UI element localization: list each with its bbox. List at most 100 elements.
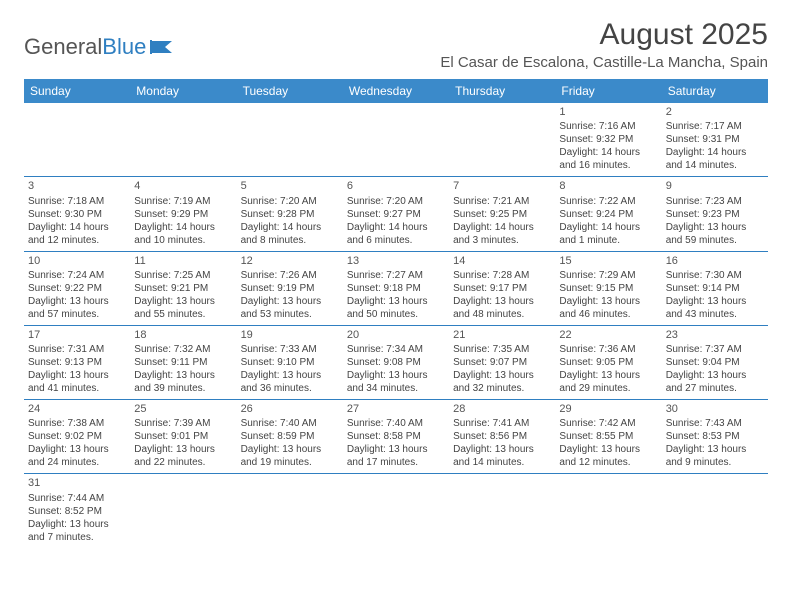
day-cell: 24Sunrise: 7:38 AMSunset: 9:02 PMDayligh… xyxy=(24,400,130,474)
weekday-row: SundayMondayTuesdayWednesdayThursdayFrid… xyxy=(24,79,768,103)
daylight-text: Daylight: 13 hours and 57 minutes. xyxy=(28,295,126,321)
sunset-text: Sunset: 9:04 PM xyxy=(666,356,764,369)
sunset-text: Sunset: 8:53 PM xyxy=(666,430,764,443)
sunset-text: Sunset: 9:19 PM xyxy=(241,282,339,295)
daylight-text: Daylight: 13 hours and 50 minutes. xyxy=(347,295,445,321)
calendar-row: 3Sunrise: 7:18 AMSunset: 9:30 PMDaylight… xyxy=(24,177,768,251)
sunrise-text: Sunrise: 7:30 AM xyxy=(666,269,764,282)
day-cell: 14Sunrise: 7:28 AMSunset: 9:17 PMDayligh… xyxy=(449,251,555,325)
sunset-text: Sunset: 9:07 PM xyxy=(453,356,551,369)
sunrise-text: Sunrise: 7:19 AM xyxy=(134,195,232,208)
day-cell: 29Sunrise: 7:42 AMSunset: 8:55 PMDayligh… xyxy=(555,400,661,474)
day-number: 14 xyxy=(453,254,551,268)
daylight-text: Daylight: 13 hours and 46 minutes. xyxy=(559,295,657,321)
weekday-header: Monday xyxy=(130,79,236,103)
sunrise-text: Sunrise: 7:32 AM xyxy=(134,343,232,356)
sunrise-text: Sunrise: 7:22 AM xyxy=(559,195,657,208)
sunrise-text: Sunrise: 7:26 AM xyxy=(241,269,339,282)
day-number: 4 xyxy=(134,179,232,193)
sunrise-text: Sunrise: 7:36 AM xyxy=(559,343,657,356)
daylight-text: Daylight: 13 hours and 48 minutes. xyxy=(453,295,551,321)
daylight-text: Daylight: 14 hours and 6 minutes. xyxy=(347,221,445,247)
day-cell: 6 Sunrise: 7:20 AMSunset: 9:27 PMDaylight… xyxy=(343,177,449,251)
sunset-text: Sunset: 9:15 PM xyxy=(559,282,657,295)
day-number: 31 xyxy=(28,476,126,490)
day-cell: 22Sunrise: 7:36 AMSunset: 9:05 PMDayligh… xyxy=(555,325,661,399)
day-number: 30 xyxy=(666,402,764,416)
calendar-body: 1Sunrise: 7:16 AMSunset: 9:32 PMDaylight… xyxy=(24,103,768,548)
day-number: 2 xyxy=(666,105,764,119)
calendar-row: 17Sunrise: 7:31 AMSunset: 9:13 PMDayligh… xyxy=(24,325,768,399)
weekday-header: Thursday xyxy=(449,79,555,103)
day-cell: 7Sunrise: 7:21 AMSunset: 9:25 PMDaylight… xyxy=(449,177,555,251)
empty-cell xyxy=(237,103,343,177)
sunset-text: Sunset: 8:56 PM xyxy=(453,430,551,443)
header: GeneralBlue August 2025 El Casar de Esca… xyxy=(24,18,768,71)
daylight-text: Daylight: 13 hours and 19 minutes. xyxy=(241,443,339,469)
day-cell: 23Sunrise: 7:37 AMSunset: 9:04 PMDayligh… xyxy=(662,325,768,399)
sunset-text: Sunset: 8:59 PM xyxy=(241,430,339,443)
sunrise-text: Sunrise: 7:31 AM xyxy=(28,343,126,356)
daylight-text: Daylight: 13 hours and 7 minutes. xyxy=(28,518,126,544)
empty-cell xyxy=(343,103,449,177)
empty-cell xyxy=(130,474,236,548)
empty-cell xyxy=(449,103,555,177)
sunrise-text: Sunrise: 7:33 AM xyxy=(241,343,339,356)
sunrise-text: Sunrise: 7:41 AM xyxy=(453,417,551,430)
day-number: 1 xyxy=(559,105,657,119)
day-cell: 30Sunrise: 7:43 AMSunset: 8:53 PMDayligh… xyxy=(662,400,768,474)
daylight-text: Daylight: 13 hours and 22 minutes. xyxy=(134,443,232,469)
sunrise-text: Sunrise: 7:20 AM xyxy=(347,195,445,208)
sunset-text: Sunset: 9:25 PM xyxy=(453,208,551,221)
day-cell: 19Sunrise: 7:33 AMSunset: 9:10 PMDayligh… xyxy=(237,325,343,399)
day-number: 21 xyxy=(453,328,551,342)
sunrise-text: Sunrise: 7:23 AM xyxy=(666,195,764,208)
day-number: 9 xyxy=(666,179,764,193)
day-cell: 11Sunrise: 7:25 AMSunset: 9:21 PMDayligh… xyxy=(130,251,236,325)
daylight-text: Daylight: 13 hours and 32 minutes. xyxy=(453,369,551,395)
sunset-text: Sunset: 9:23 PM xyxy=(666,208,764,221)
sunrise-text: Sunrise: 7:25 AM xyxy=(134,269,232,282)
sunset-text: Sunset: 9:29 PM xyxy=(134,208,232,221)
day-number: 8 xyxy=(559,179,657,193)
sunrise-text: Sunrise: 7:43 AM xyxy=(666,417,764,430)
day-number: 20 xyxy=(347,328,445,342)
sunrise-text: Sunrise: 7:44 AM xyxy=(28,492,126,505)
day-number: 16 xyxy=(666,254,764,268)
daylight-text: Daylight: 13 hours and 43 minutes. xyxy=(666,295,764,321)
day-cell: 1Sunrise: 7:16 AMSunset: 9:32 PMDaylight… xyxy=(555,103,661,177)
sunrise-text: Sunrise: 7:18 AM xyxy=(28,195,126,208)
daylight-text: Daylight: 14 hours and 12 minutes. xyxy=(28,221,126,247)
daylight-text: Daylight: 14 hours and 1 minute. xyxy=(559,221,657,247)
sunrise-text: Sunrise: 7:37 AM xyxy=(666,343,764,356)
daylight-text: Daylight: 13 hours and 34 minutes. xyxy=(347,369,445,395)
day-number: 3 xyxy=(28,179,126,193)
day-cell: 12Sunrise: 7:26 AMSunset: 9:19 PMDayligh… xyxy=(237,251,343,325)
weekday-header: Wednesday xyxy=(343,79,449,103)
day-number: 6 xyxy=(347,179,445,193)
day-number: 7 xyxy=(453,179,551,193)
day-cell: 8Sunrise: 7:22 AMSunset: 9:24 PMDaylight… xyxy=(555,177,661,251)
sunset-text: Sunset: 9:11 PM xyxy=(134,356,232,369)
daylight-text: Daylight: 13 hours and 41 minutes. xyxy=(28,369,126,395)
calendar-row: 1Sunrise: 7:16 AMSunset: 9:32 PMDaylight… xyxy=(24,103,768,177)
calendar-table: SundayMondayTuesdayWednesdayThursdayFrid… xyxy=(24,79,768,548)
location: El Casar de Escalona, Castille-La Mancha… xyxy=(440,54,768,71)
day-cell: 5Sunrise: 7:20 AMSunset: 9:28 PMDaylight… xyxy=(237,177,343,251)
day-cell: 26Sunrise: 7:40 AMSunset: 8:59 PMDayligh… xyxy=(237,400,343,474)
day-number: 19 xyxy=(241,328,339,342)
sunset-text: Sunset: 9:30 PM xyxy=(28,208,126,221)
sunrise-text: Sunrise: 7:24 AM xyxy=(28,269,126,282)
empty-cell xyxy=(662,474,768,548)
daylight-text: Daylight: 13 hours and 55 minutes. xyxy=(134,295,232,321)
daylight-text: Daylight: 13 hours and 53 minutes. xyxy=(241,295,339,321)
daylight-text: Daylight: 13 hours and 24 minutes. xyxy=(28,443,126,469)
sunset-text: Sunset: 9:05 PM xyxy=(559,356,657,369)
day-cell: 31Sunrise: 7:44 AMSunset: 8:52 PMDayligh… xyxy=(24,474,130,548)
daylight-text: Daylight: 14 hours and 16 minutes. xyxy=(559,146,657,172)
sunset-text: Sunset: 9:02 PM xyxy=(28,430,126,443)
empty-cell xyxy=(449,474,555,548)
sunset-text: Sunset: 9:22 PM xyxy=(28,282,126,295)
sunset-text: Sunset: 9:27 PM xyxy=(347,208,445,221)
day-cell: 15Sunrise: 7:29 AMSunset: 9:15 PMDayligh… xyxy=(555,251,661,325)
